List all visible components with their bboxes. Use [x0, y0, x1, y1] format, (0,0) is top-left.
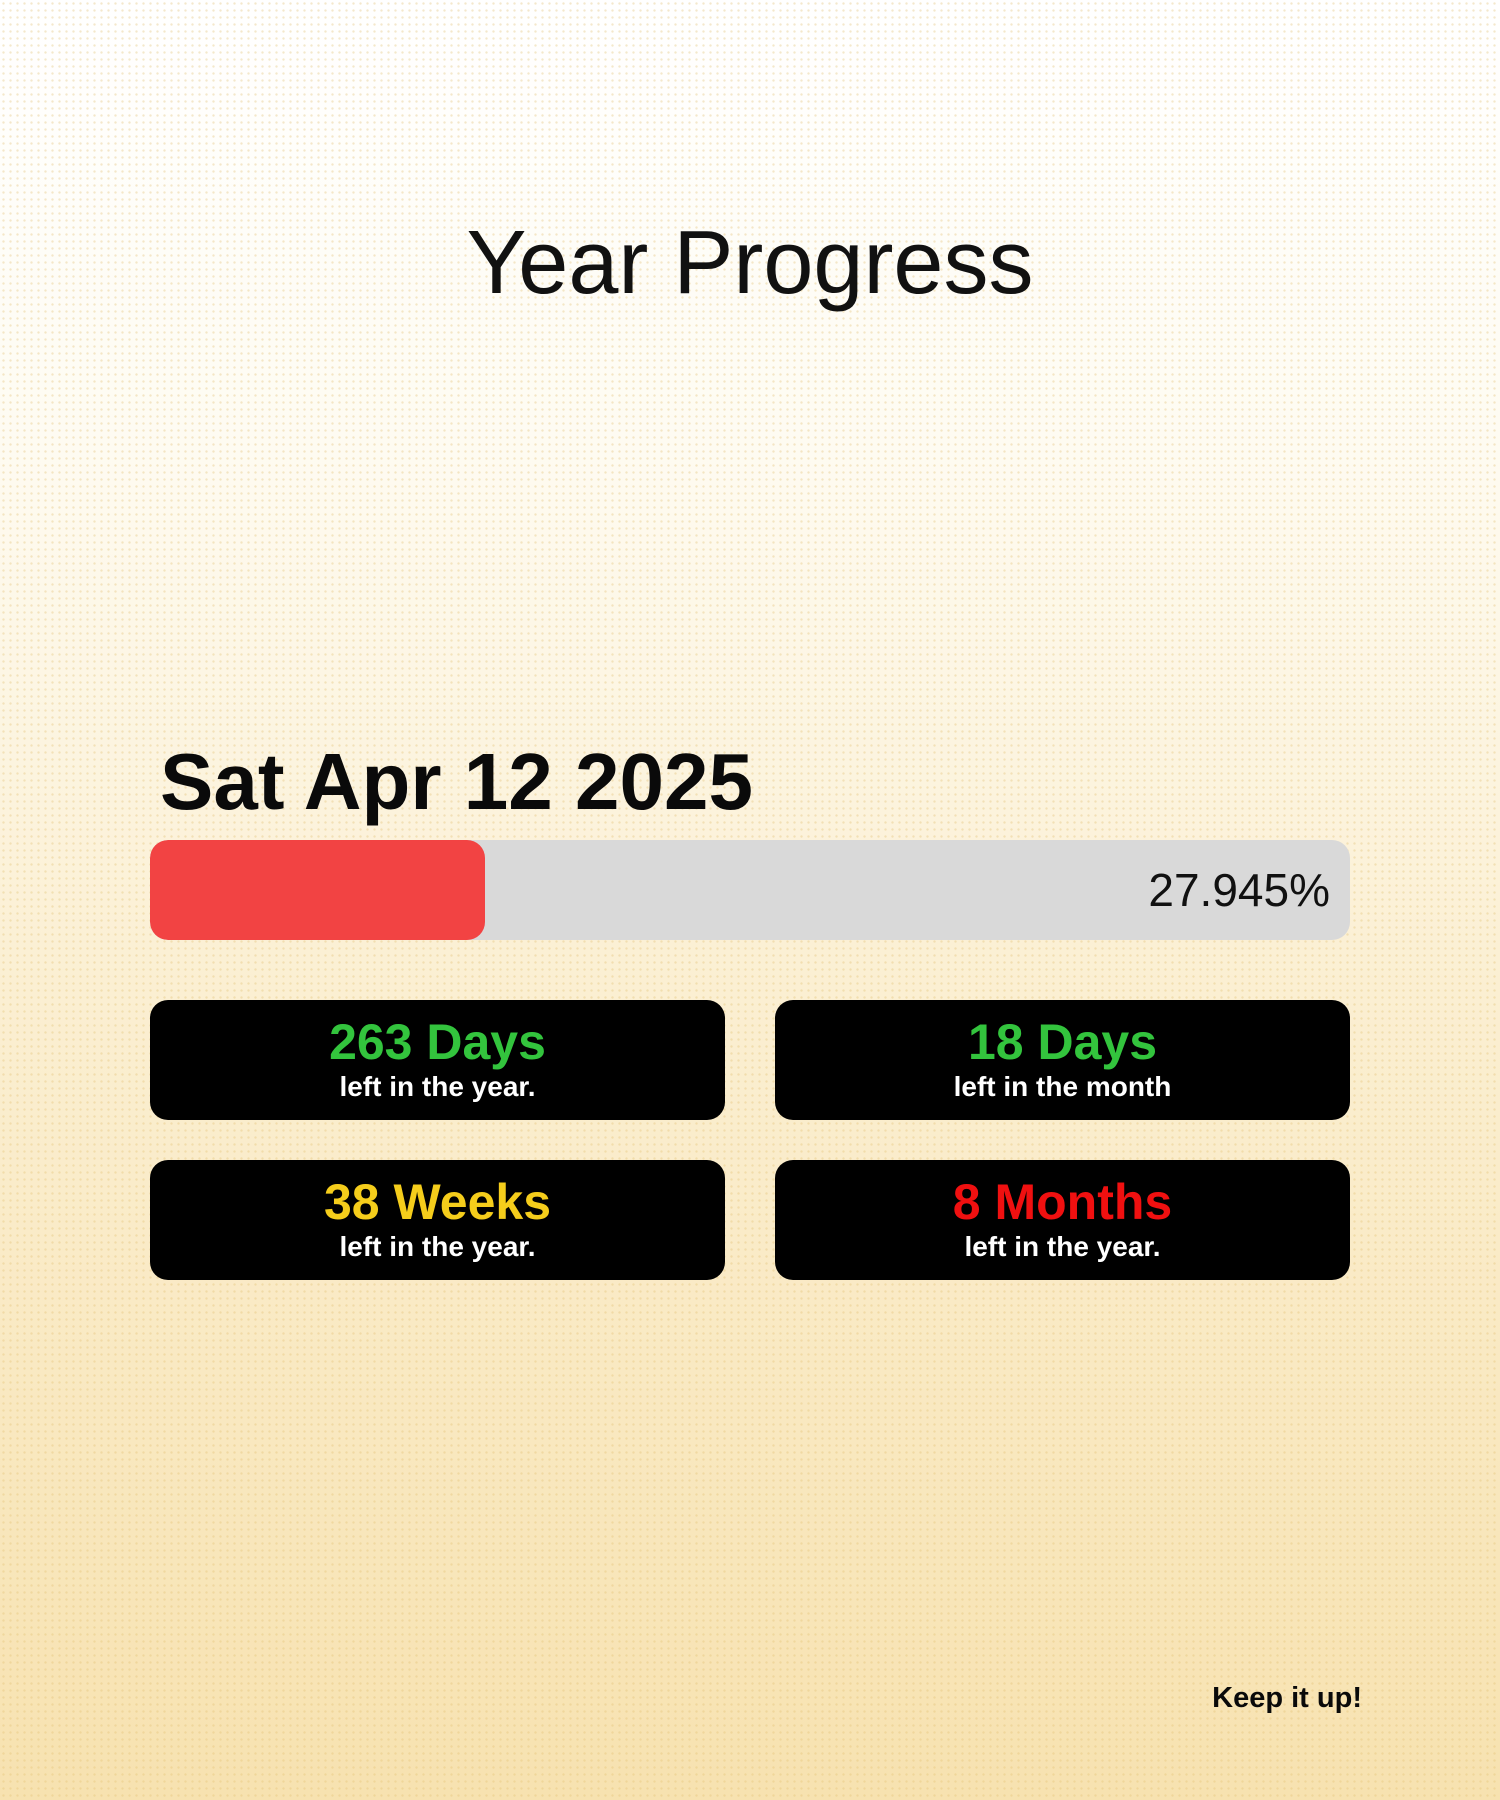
months-left-in-year-value: 8 Months [952, 1173, 1173, 1230]
year-progress-bar: 27.945% [150, 840, 1350, 940]
page-title: Year Progress [466, 213, 1034, 313]
days-left-in-year-caption: left in the year. [339, 1071, 536, 1103]
year-progress-fill [150, 840, 486, 940]
days-left-in-month-caption: left in the month [953, 1071, 1172, 1103]
weeks-left-in-year-value: 38 Weeks [323, 1173, 552, 1230]
months-left-in-year-card: 8 Months left in the year. [775, 1160, 1350, 1280]
days-left-in-year-card: 263 Days left in the year. [150, 1000, 725, 1120]
weeks-left-in-year-caption: left in the year. [339, 1231, 536, 1263]
days-left-in-month-value: 18 Days [967, 1013, 1158, 1070]
weeks-left-in-year-card: 38 Weeks left in the year. [150, 1160, 725, 1280]
footer-message: Keep it up! [1212, 1682, 1362, 1714]
days-left-in-month-card: 18 Days left in the month [775, 1000, 1350, 1120]
months-left-in-year-caption: left in the year. [964, 1231, 1161, 1263]
current-date: Sat Apr 12 2025 [160, 737, 753, 826]
year-progress-percent: 27.945% [1148, 864, 1330, 916]
days-left-in-year-value: 263 Days [329, 1013, 546, 1070]
